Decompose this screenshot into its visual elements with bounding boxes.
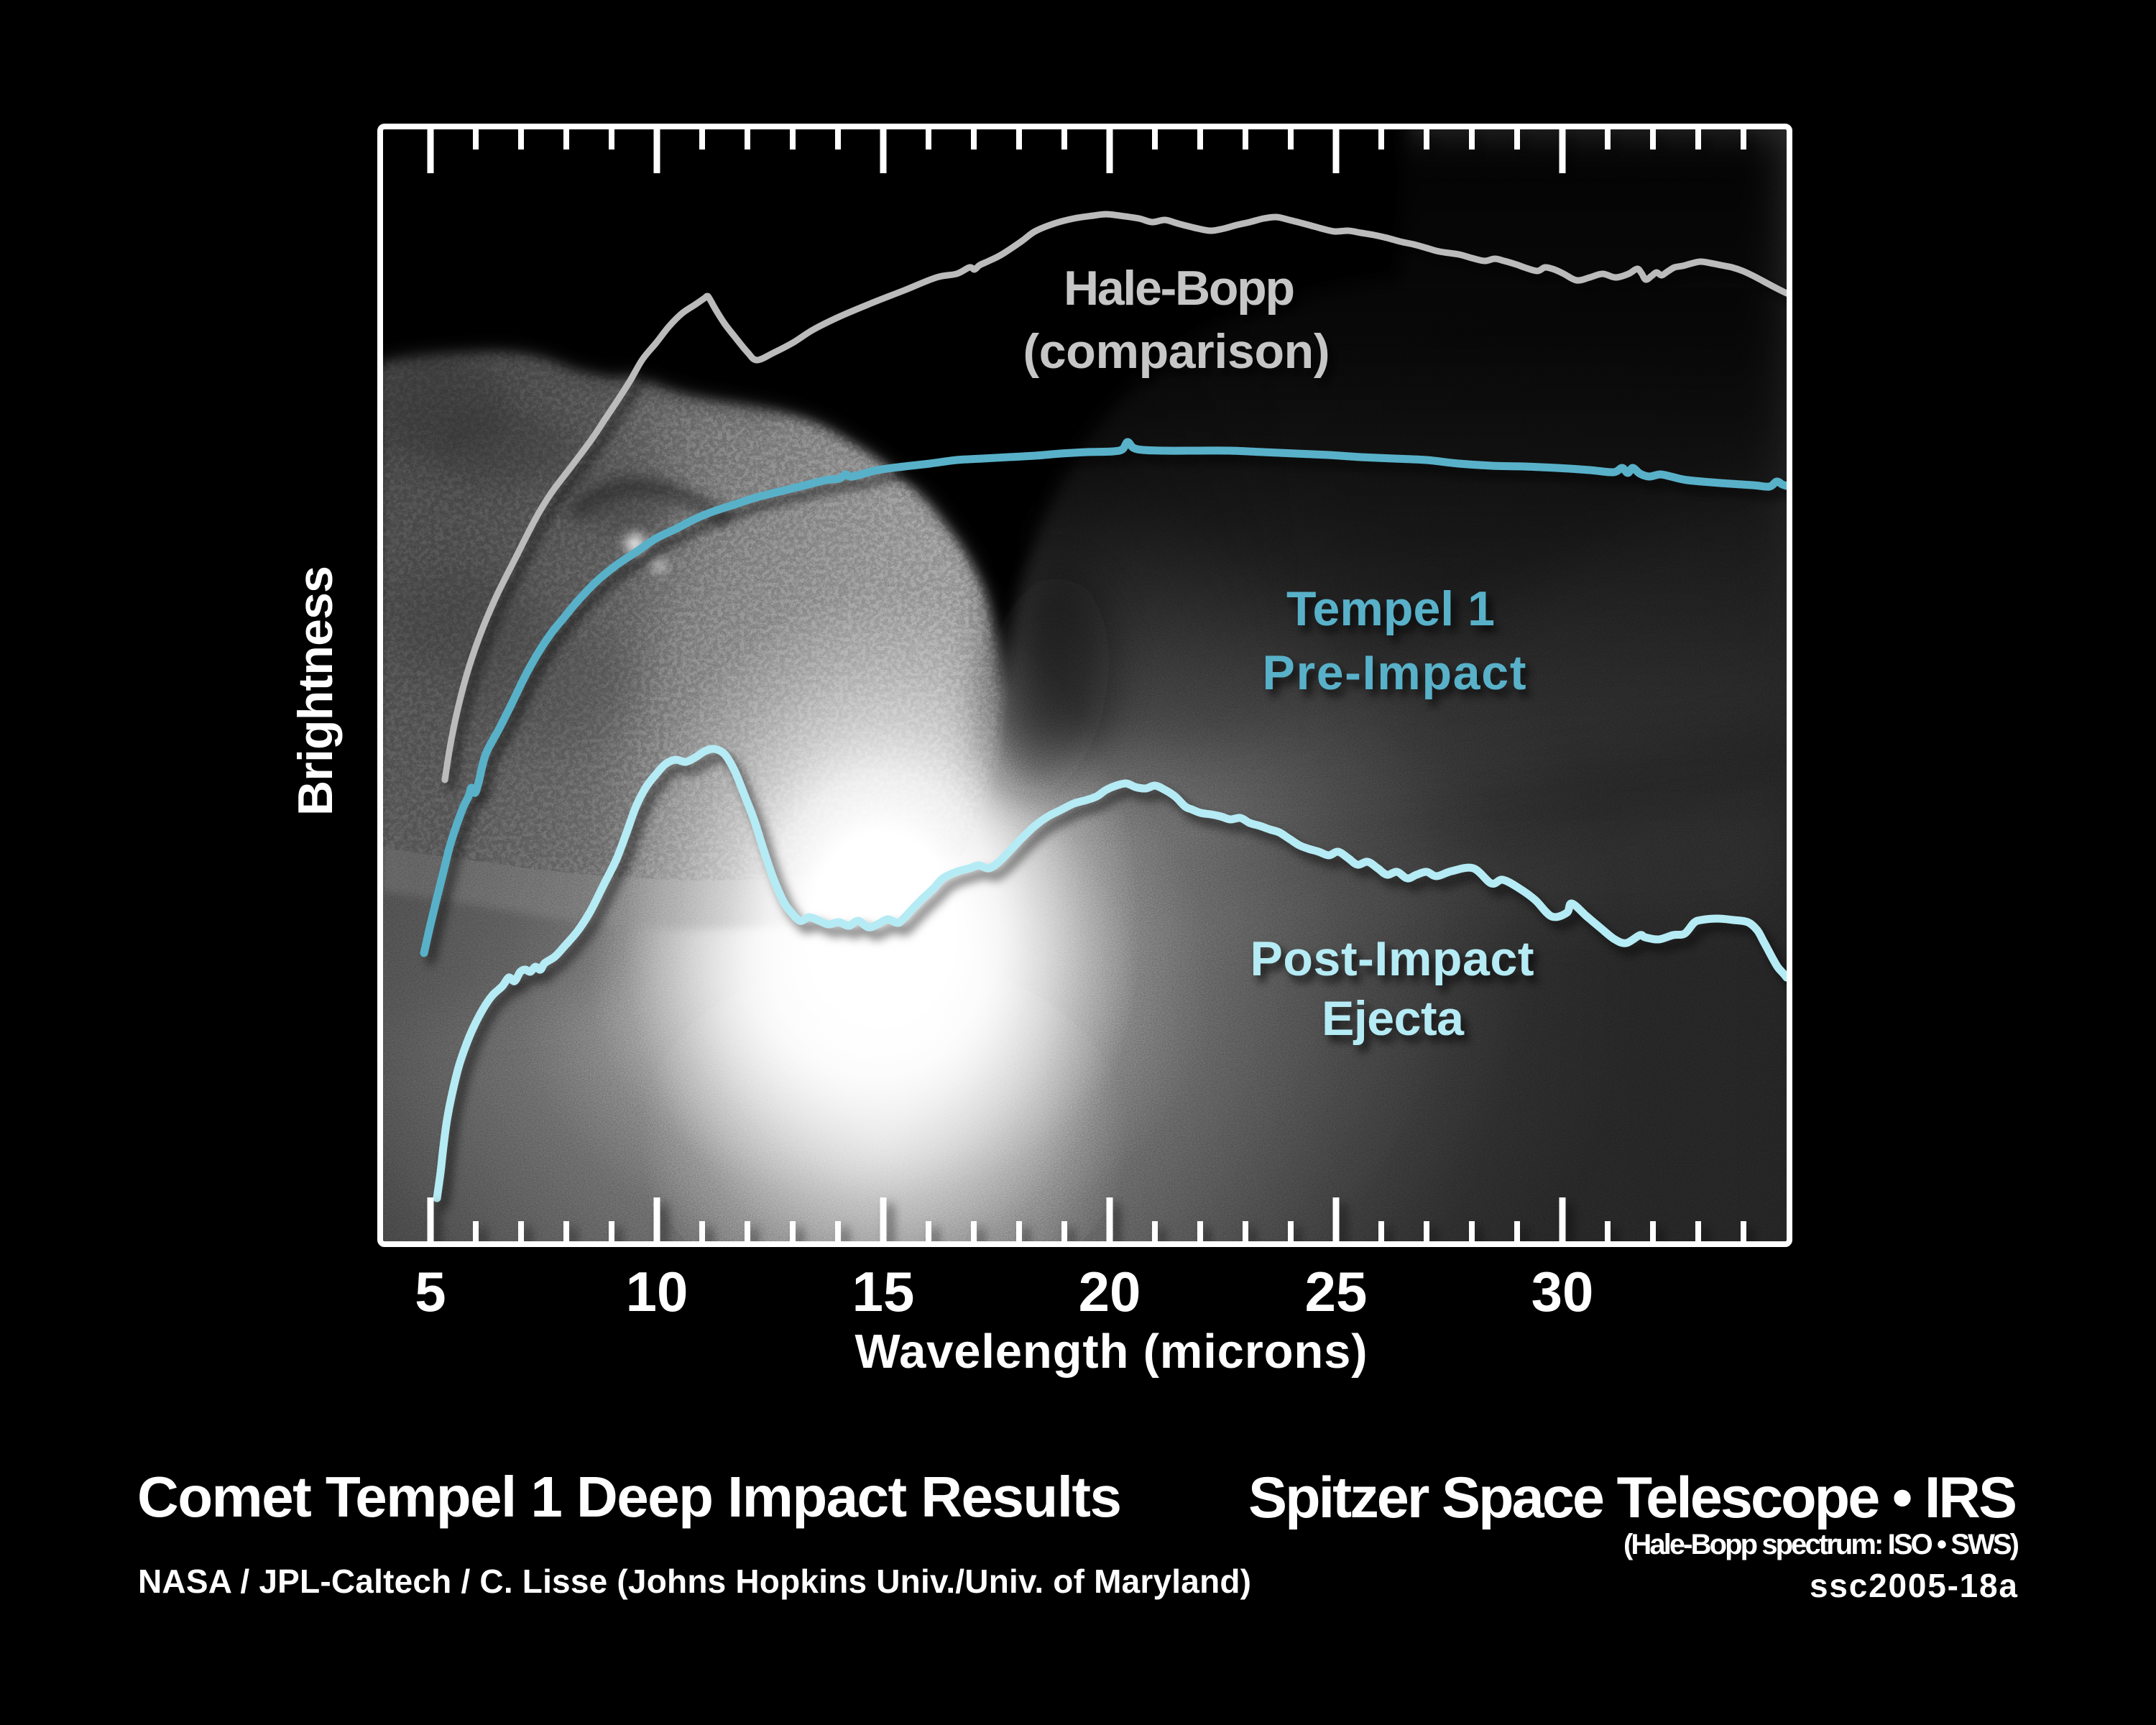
svg-text:Brightness: Brightness [288, 566, 343, 816]
svg-text:5: 5 [415, 1260, 446, 1323]
svg-text:Post-Impact: Post-Impact [1250, 932, 1534, 986]
svg-text:Spitzer Space Telescope • IRS: Spitzer Space Telescope • IRS [1248, 1466, 2017, 1530]
svg-text:20: 20 [1079, 1260, 1141, 1323]
svg-text:Wavelength (microns): Wavelength (microns) [855, 1325, 1368, 1379]
svg-text:NASA / JPL-Caltech / C. Lisse: NASA / JPL-Caltech / C. Lisse (Johns Hop… [138, 1563, 1251, 1600]
svg-text:25: 25 [1305, 1260, 1368, 1323]
svg-text:Hale-Bopp: Hale-Bopp [1064, 261, 1295, 316]
svg-text:30: 30 [1531, 1260, 1594, 1323]
svg-text:Pre-Impact: Pre-Impact [1263, 645, 1526, 700]
svg-text:Tempel 1: Tempel 1 [1286, 581, 1495, 636]
svg-text:Ejecta: Ejecta [1322, 991, 1465, 1046]
svg-text:ssc2005-18a: ssc2005-18a [1810, 1567, 2017, 1604]
svg-text:10: 10 [626, 1260, 688, 1323]
svg-text:(comparison): (comparison) [1023, 324, 1330, 379]
svg-text:Comet Tempel 1 Deep Impact Res: Comet Tempel 1 Deep Impact Results [137, 1465, 1122, 1529]
svg-text:(Hale-Bopp spectrum: ISO • SWS: (Hale-Bopp spectrum: ISO • SWS) [1623, 1529, 2019, 1560]
svg-text:15: 15 [852, 1260, 915, 1323]
